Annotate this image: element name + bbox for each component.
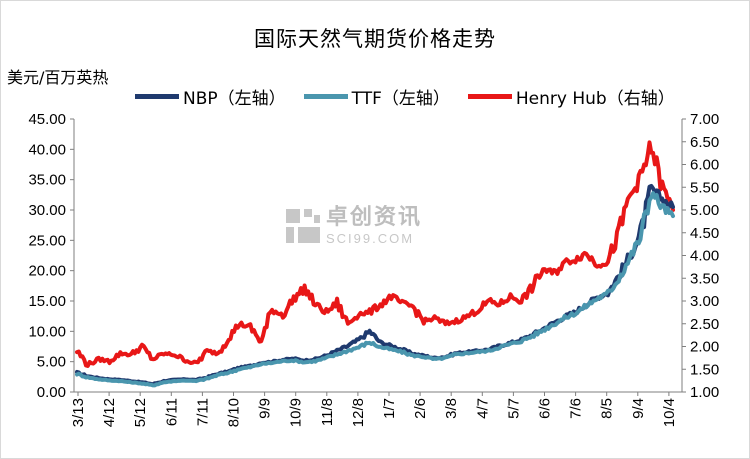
left-tick-label: 25.00	[28, 232, 66, 249]
x-tick-label: 6/6	[536, 398, 553, 419]
series-line-henry-hub	[75, 140, 675, 368]
x-tick-label: 5/12	[132, 398, 149, 427]
legend-swatch-nbp	[135, 93, 179, 99]
x-tick-label: 9/9	[257, 398, 274, 419]
right-tick-label: 6.00	[690, 157, 719, 174]
right-tick-label: 5.50	[690, 179, 719, 196]
x-tick-label: 8/5	[599, 398, 616, 419]
right-tick-label: 2.50	[690, 316, 719, 333]
x-tick-label: 8/10	[225, 398, 242, 427]
legend-item-henry-hub: Henry Hub（右轴）	[467, 84, 675, 109]
legend-label-nbp: NBP（左轴）	[183, 88, 286, 109]
left-tick-label: 15.00	[28, 293, 66, 310]
x-tick-label: 5/7	[505, 398, 522, 419]
x-tick-label: 7/6	[568, 398, 585, 419]
x-tick-label: 9/4	[630, 398, 647, 419]
watermark-logo-icon	[286, 209, 320, 243]
x-tick-label: 11/8	[319, 398, 336, 426]
left-tick-label: 0.00	[37, 384, 66, 401]
right-tick-label: 1.50	[690, 361, 719, 378]
legend: NBP（左轴） TTF（左轴） Henry Hub（右轴）	[135, 84, 693, 109]
x-tick-label: 6/11	[163, 398, 180, 426]
x-tick-label: 7/11	[194, 398, 211, 426]
watermark-domain: SCI99.COM	[326, 231, 415, 246]
legend-item-ttf: TTF（左轴）	[303, 84, 450, 109]
right-tick-label: 1.00	[690, 384, 719, 401]
left-tick-label: 30.00	[28, 202, 66, 219]
x-tick-label: 4/12	[101, 398, 118, 427]
x-tick-label: 10/4	[661, 398, 678, 427]
right-tick-label: 6.50	[690, 134, 719, 151]
left-axis-unit: 美元/百万英热	[7, 68, 109, 87]
x-tick-label: 12/8	[350, 398, 367, 427]
legend-swatch-ttf	[303, 93, 348, 99]
x-tick-label: 10/9	[288, 398, 305, 427]
watermark: 卓创资讯 SCI99.COM	[286, 207, 422, 245]
right-tick-label: 4.00	[690, 248, 719, 265]
left-tick-label: 40.00	[28, 141, 66, 158]
right-tick-label: 2.00	[690, 339, 719, 356]
legend-label-henry-hub: Henry Hub（右轴）	[515, 88, 675, 109]
legend-swatch-henry-hub	[467, 93, 512, 99]
legend-label-ttf: TTF（左轴）	[351, 88, 450, 109]
x-tick-label: 4/7	[474, 398, 491, 419]
watermark-text: 卓创资讯	[326, 205, 423, 230]
left-tick-label: 45.00	[28, 111, 66, 128]
legend-item-nbp: NBP（左轴）	[135, 84, 286, 109]
x-tick-label: 2/6	[412, 398, 429, 419]
right-tick-label: 3.00	[690, 293, 719, 310]
x-tick-label: 1/7	[381, 398, 398, 419]
left-tick-label: 20.00	[28, 263, 66, 280]
right-tick-label: 5.00	[690, 202, 719, 219]
chart-title: 国际天然气期货价格走势	[254, 27, 496, 51]
right-tick-label: 7.00	[690, 111, 719, 128]
right-tick-label: 3.50	[690, 270, 719, 287]
left-tick-label: 35.00	[28, 172, 66, 189]
left-tick-label: 10.00	[28, 323, 66, 340]
x-tick-label: 3/8	[443, 398, 460, 419]
left-tick-label: 5.00	[37, 354, 66, 371]
x-tick-label: 3/13	[70, 398, 87, 427]
series-line-ttf	[75, 191, 675, 388]
right-tick-label: 4.50	[690, 225, 719, 242]
